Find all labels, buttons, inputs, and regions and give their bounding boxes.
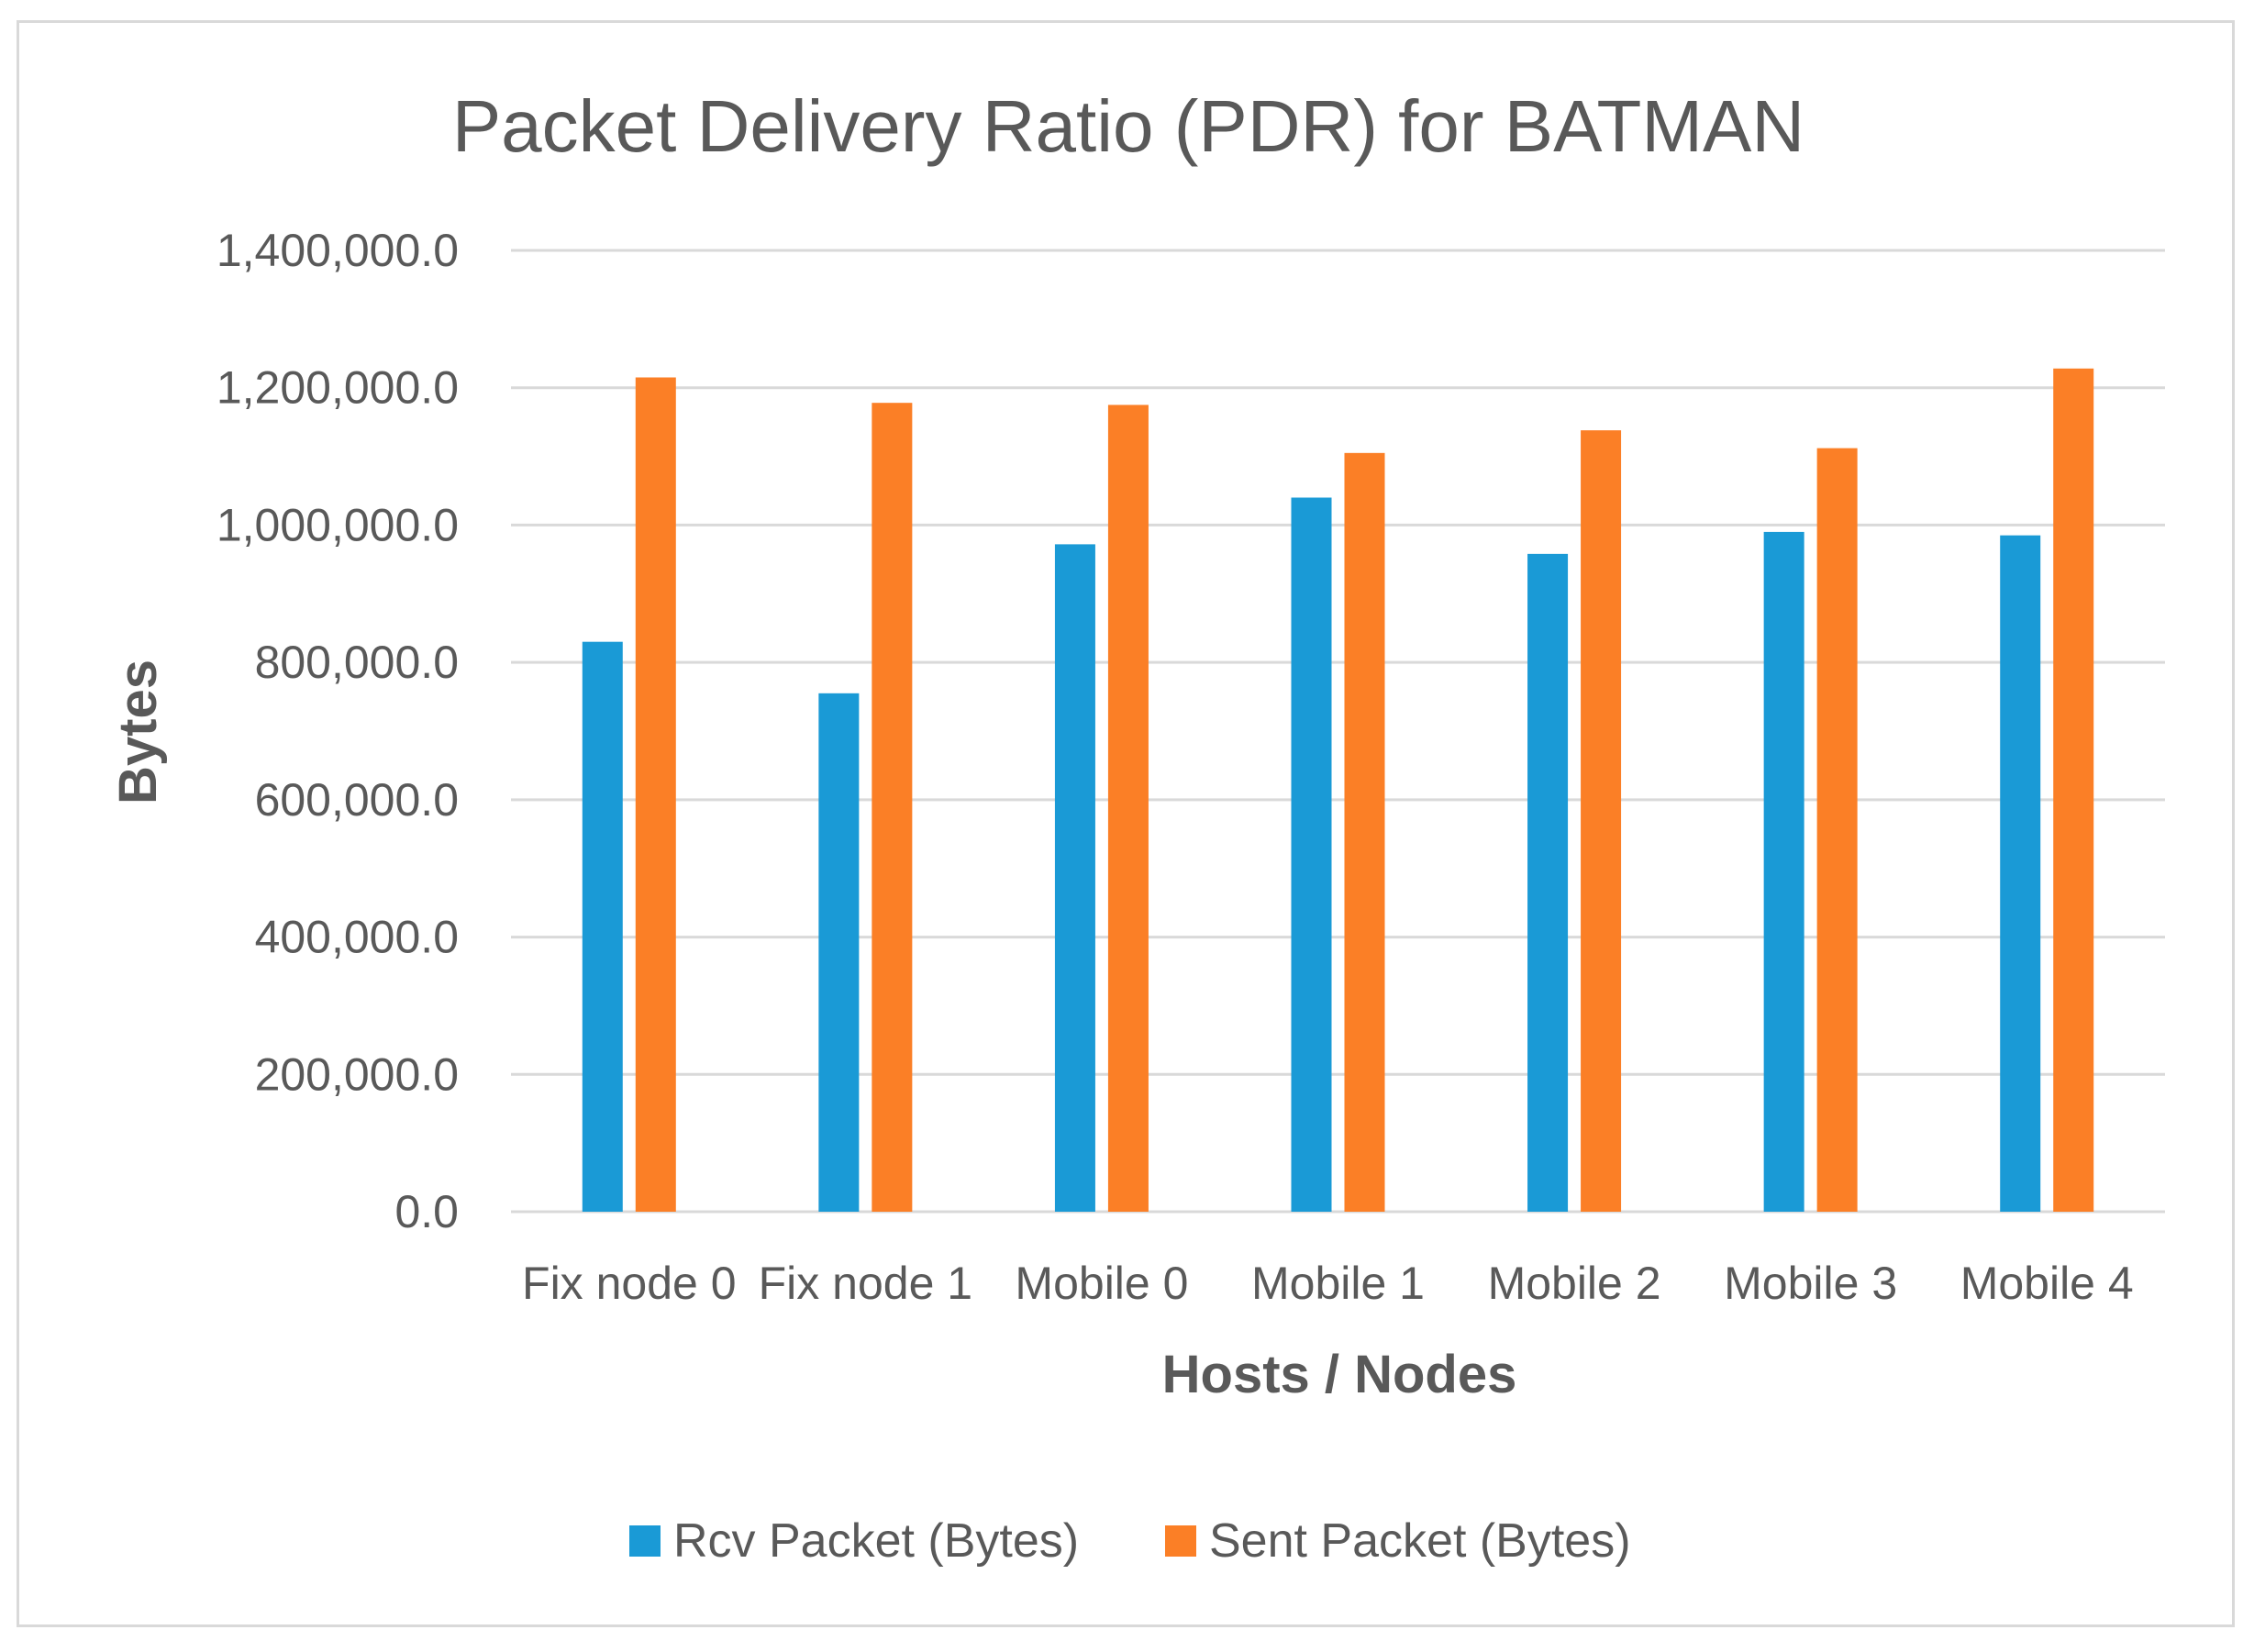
x-axis-ticks: Fix node 0 Fix node 1 Mobile 0 Mobile 1 Mobi…	[522, 1258, 2134, 1309]
y-axis-ticks: 0.0 200,000.0 400,000.0 600,000.0 800,000.0 1…	[217, 225, 459, 1237]
y-tick-label: 0.0	[394, 1186, 459, 1237]
legend-label: Rcv Packet (Bytes)	[673, 1514, 1079, 1568]
y-tick-label: 400,000.0	[255, 912, 459, 963]
chart-title: Packet Delivery Ratio (PDR) for BATMAN	[452, 85, 1804, 167]
bar-rcv	[582, 641, 623, 1212]
y-tick-label: 600,000.0	[255, 774, 459, 826]
bar-sent	[1107, 405, 1149, 1212]
bar-sent	[1581, 430, 1622, 1212]
legend: Rcv Packet (Bytes) Sent Packet (Bytes)	[629, 1514, 1631, 1568]
x-tick-label: Mobile 0	[1015, 1258, 1188, 1309]
x-tick-label: Mobile 1	[1251, 1258, 1425, 1309]
y-tick-label: 1,000,000.0	[217, 499, 459, 550]
y-tick-label: 1,200,000.0	[217, 362, 459, 414]
x-tick-label: Fix node 1	[759, 1258, 972, 1309]
bar-rcv	[1054, 544, 1095, 1212]
bar-sent	[2053, 368, 2094, 1212]
legend-swatch	[1165, 1525, 1196, 1557]
bars	[582, 368, 2094, 1212]
bar-rcv	[1291, 497, 1332, 1212]
bar-sent	[872, 403, 913, 1212]
bar-sent	[635, 377, 676, 1212]
x-tick-label: Mobile 2	[1488, 1258, 1661, 1309]
x-tick-label: Fix node 0	[522, 1258, 736, 1309]
bar-rcv	[1763, 531, 1804, 1212]
y-axis-title: Bytes	[108, 660, 168, 804]
x-axis-title: Hosts / Nodes	[1162, 1345, 1517, 1404]
legend-label: Sent Packet (Bytes)	[1209, 1514, 1631, 1568]
bar-sent	[1816, 448, 1858, 1212]
bar-sent	[1344, 452, 1385, 1212]
y-tick-label: 800,000.0	[255, 637, 459, 688]
bar-rcv	[2000, 535, 2041, 1212]
legend-swatch	[629, 1525, 661, 1557]
gridlines	[511, 249, 2165, 1214]
bar-rcv	[1527, 553, 1569, 1212]
y-tick-label: 200,000.0	[255, 1048, 459, 1100]
x-tick-label: Mobile 4	[1960, 1258, 2134, 1309]
x-tick-label: Mobile 3	[1724, 1258, 1897, 1309]
bar-rcv	[818, 693, 860, 1212]
y-tick-label: 1,400,000.0	[217, 225, 459, 276]
